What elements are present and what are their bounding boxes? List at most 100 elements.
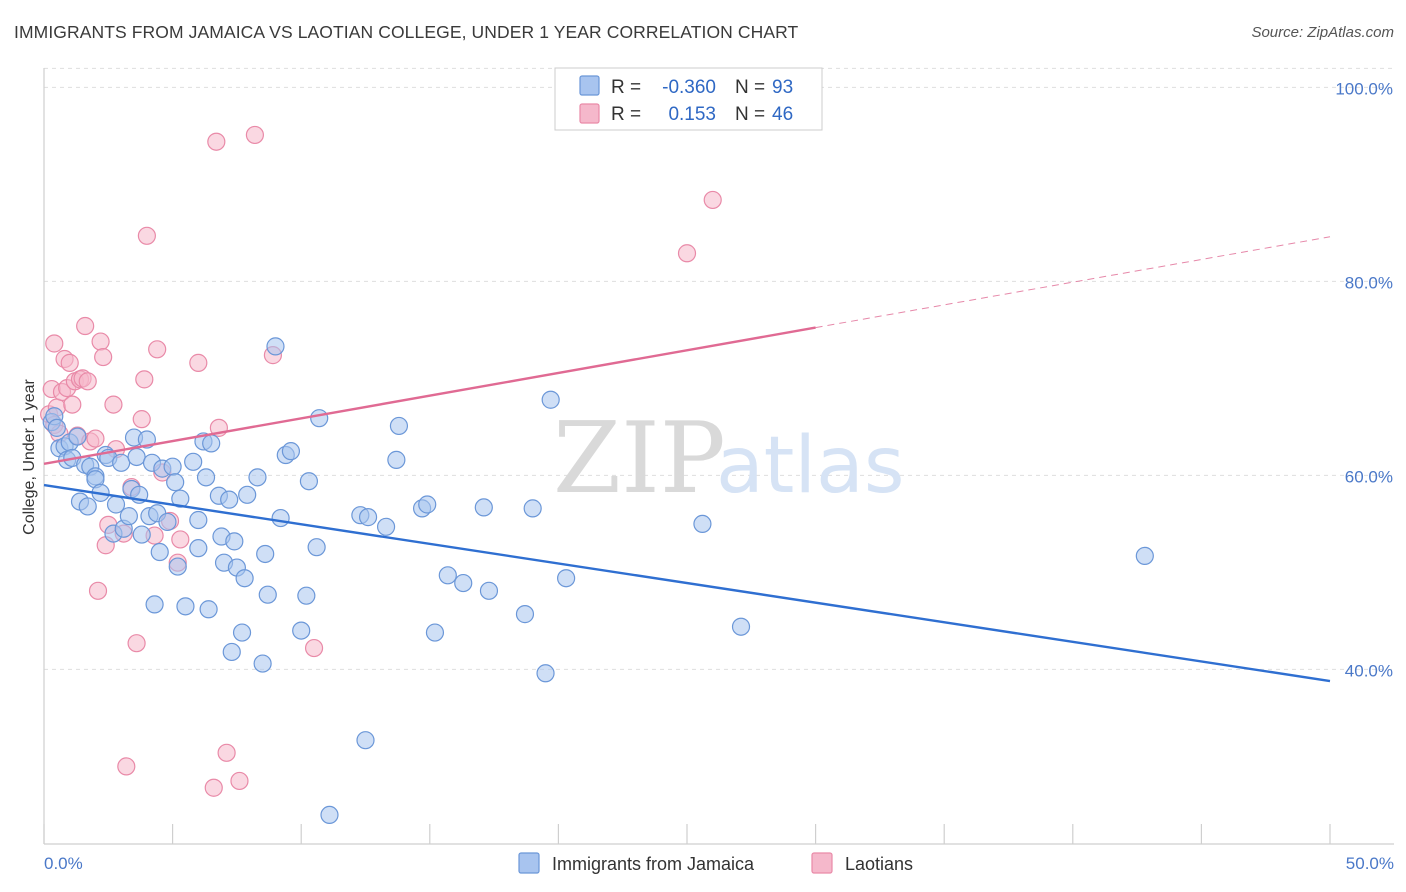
laotian-points [40, 125, 722, 797]
jamaica-point [271, 508, 290, 528]
jamaica-point [557, 569, 576, 588]
jamaica-point [418, 495, 437, 514]
laotian-point [230, 771, 249, 791]
jamaica-point [78, 497, 97, 516]
jamaica-point [425, 623, 445, 642]
jamaica-point [310, 409, 329, 428]
y-axis-title: College, Under 1 year [21, 379, 38, 535]
x-tick-label-min: 0.0% [44, 854, 83, 873]
jamaica-point [145, 595, 164, 614]
jamaica-point [189, 539, 208, 558]
legend-n-label-jamaica: N = [735, 77, 765, 98]
laotian-point [677, 244, 697, 263]
jamaica-point [376, 517, 396, 536]
jamaica-point [119, 507, 138, 526]
laotian-trend-line [43, 326, 816, 465]
jamaica-point [299, 472, 319, 491]
bottom-legend-label-jamaica: Immigrants from Jamaica [552, 854, 755, 874]
laotian-point [60, 353, 79, 372]
laotian-point [135, 370, 154, 389]
y-tick-label: 40.0% [1345, 661, 1393, 680]
laotian-point [78, 372, 97, 391]
legend-r-label-laotian: R = [611, 104, 641, 125]
laotian-point [88, 581, 108, 600]
jamaica-point [248, 468, 267, 487]
jamaica-point [281, 442, 301, 461]
bottom-legend-swatch-jamaica [518, 852, 540, 874]
laotian-point [127, 634, 146, 653]
jamaica-point [163, 457, 182, 476]
legend-n-value-jamaica: 93 [772, 77, 793, 98]
jamaica-point [356, 731, 375, 750]
legend-n-label-laotian: N = [735, 104, 765, 125]
jamaica-point [127, 447, 146, 467]
jamaica-point [297, 586, 316, 605]
jamaica-point [292, 621, 311, 640]
laotian-point [63, 395, 82, 414]
jamaica-point [171, 489, 190, 508]
jamaica-point [168, 557, 187, 576]
jamaica-point [235, 569, 254, 588]
laotian-point [137, 226, 156, 245]
jamaica-point [454, 573, 473, 593]
laotian-point [245, 125, 265, 145]
laotian-point [204, 778, 223, 797]
jamaica-point [258, 585, 277, 604]
jamaica-point [132, 525, 151, 544]
x-axis-ticks [43, 824, 1331, 844]
legend-box: R = -0.360 N = 93 R = 0.153 N = 46 [554, 67, 823, 131]
laotian-point [703, 190, 722, 210]
legend-swatch-laotian [579, 103, 600, 124]
jamaica-point [731, 617, 751, 636]
watermark-zip: ZIP [553, 402, 726, 516]
watermark: ZIP atlas [553, 402, 905, 516]
jamaica-point [112, 453, 131, 472]
jamaica-point [238, 485, 257, 504]
jamaica-point [47, 418, 66, 437]
jamaica-point [479, 581, 499, 600]
laotian-point [148, 340, 167, 359]
legend-n-value-laotian: 46 [772, 104, 793, 125]
jamaica-trend-line [43, 483, 1331, 683]
laotian-point [104, 395, 123, 414]
legend-r-value-jamaica: -0.360 [662, 77, 716, 98]
bottom-legend-label-laotian: Laotians [845, 854, 913, 874]
jamaica-point [225, 532, 244, 551]
jamaica-point [222, 642, 241, 662]
jamaica-point [474, 498, 493, 517]
jamaica-point [307, 538, 326, 557]
laotian-point [217, 743, 236, 762]
source-label: Source: ZipAtlas.com [1251, 24, 1394, 41]
jamaica-point [253, 654, 272, 673]
laotian-point [189, 353, 208, 372]
jamaica-point [166, 473, 185, 492]
jamaica-point [523, 499, 542, 518]
jamaica-point [387, 450, 406, 469]
laotian-point [207, 132, 226, 151]
jamaica-point [438, 566, 457, 585]
jamaica-point [232, 623, 252, 642]
laotian-point [304, 638, 324, 658]
jamaica-point [220, 490, 239, 509]
chart-title: IMMIGRANTS FROM JAMAICA VS LAOTIAN COLLE… [14, 22, 799, 42]
watermark-atlas: atlas [716, 421, 905, 511]
laotian-point [76, 316, 95, 336]
laotian-trend-line-extension [815, 236, 1331, 329]
axes [43, 68, 1394, 845]
jamaica-point [693, 514, 712, 534]
legend-r-value-laotian: 0.153 [668, 104, 716, 125]
legend-r-label-jamaica: R = [611, 77, 641, 98]
jamaica-point [189, 510, 208, 530]
jamaica-point [158, 512, 177, 532]
jamaica-point [150, 542, 169, 562]
bottom-legend-swatch-laotian [811, 852, 833, 874]
jamaica-point [1135, 546, 1154, 566]
jamaica-point [68, 427, 87, 446]
jamaica-point [389, 416, 409, 436]
jamaica-point [176, 597, 195, 616]
laotian-point [132, 410, 151, 429]
jamaica-point [266, 337, 285, 356]
jamaica-point [536, 664, 555, 683]
jamaica-point [184, 452, 203, 471]
